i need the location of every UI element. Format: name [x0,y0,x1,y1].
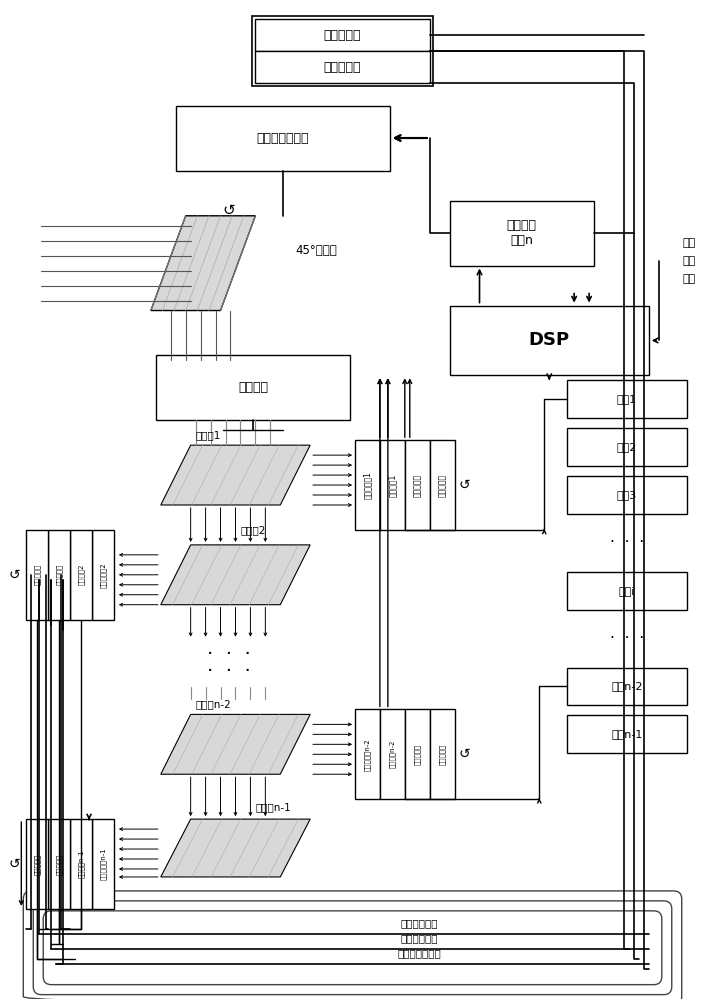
Text: 光学镜组: 光学镜组 [238,381,268,394]
Polygon shape [161,819,310,877]
Polygon shape [161,714,310,774]
Text: 成像探测器n-2: 成像探测器n-2 [364,738,370,771]
Text: 分光镜n-2: 分光镜n-2 [196,699,231,709]
Bar [449,306,649,375]
Text: 角速率陀螺: 角速率陀螺 [56,853,63,875]
Bar [429,440,454,530]
Text: 功放2: 功放2 [616,442,637,452]
Bar [567,715,687,753]
Text: 控制信号总线: 控制信号总线 [401,918,439,928]
Bar [255,19,429,51]
Bar [70,819,92,909]
Bar [48,819,70,909]
Bar [48,530,70,620]
Bar [567,428,687,466]
Text: 陀螺信号总线: 陀螺信号总线 [401,933,439,943]
Text: 伺服电机1: 伺服电机1 [388,473,397,497]
Bar [380,709,405,799]
Bar [567,380,687,418]
Text: 伺服电机n-1: 伺服电机n-1 [77,850,85,878]
Text: ·  ·  ·: · · · [610,535,644,550]
Bar [156,355,350,420]
Text: 光电编码器: 光电编码器 [438,473,447,497]
Bar [449,201,594,266]
Text: 角速率陀螺: 角速率陀螺 [414,744,421,765]
Bar [70,530,92,620]
Text: 角速率陀螺: 角速率陀螺 [56,564,63,585]
Text: 编码器信号总线: 编码器信号总线 [398,948,442,958]
Text: ↺: ↺ [9,568,20,582]
Text: 光电编码器: 光电编码器 [439,744,446,765]
Bar [26,530,48,620]
Text: 角速率陀螺: 角速率陀螺 [324,29,361,42]
Polygon shape [161,445,310,505]
Text: 分光镜2: 分光镜2 [240,525,266,535]
Bar [567,572,687,610]
Bar [252,16,433,86]
Text: 功放i: 功放i [619,586,635,596]
Text: ↺: ↺ [459,747,471,761]
Text: ↺: ↺ [459,478,471,492]
Polygon shape [151,216,255,311]
Text: 光电编码器: 光电编码器 [34,853,41,875]
Bar [567,668,687,705]
Text: 伺服电机n-2: 伺服电机n-2 [389,740,395,768]
Text: 分光镜1: 分光镜1 [196,430,221,440]
Text: 角速率陀螺: 角速率陀螺 [413,473,422,497]
Text: 成像探测器2: 成像探测器2 [100,562,107,588]
Bar [255,51,429,83]
Text: 功率放大
电路n: 功率放大 电路n [507,219,537,247]
Bar [567,476,687,514]
Text: 光电编码器: 光电编码器 [324,61,361,74]
Text: 分光镜n-1: 分光镜n-1 [255,802,291,812]
Text: 成像探测器n-1: 成像探测器n-1 [100,848,107,880]
Text: 45°扫描镜: 45°扫描镜 [295,244,337,257]
Text: ·  ·  ·: · · · [610,631,644,646]
Bar [92,819,114,909]
Text: ·  ·  ·: · · · [207,662,250,681]
Text: 功放1: 功放1 [617,394,637,404]
Polygon shape [161,545,310,605]
Text: 伺服电机2: 伺服电机2 [77,564,85,585]
Bar [405,440,429,530]
Text: 扫描
运动
指令: 扫描 运动 指令 [682,238,695,284]
Bar [429,709,454,799]
Text: 功放n-2: 功放n-2 [611,681,643,691]
Text: ·  ·  ·: · · · [207,645,250,664]
Bar [355,440,380,530]
Bar [26,819,48,909]
Bar [355,709,380,799]
Text: 扫描镜伺服电机: 扫描镜伺服电机 [257,132,309,145]
Text: 成像探测器1: 成像探测器1 [363,471,372,499]
Text: 功放3: 功放3 [617,490,637,500]
Bar [380,440,405,530]
Text: 光电编码器: 光电编码器 [34,564,41,585]
Bar [176,106,390,171]
Text: ↺: ↺ [9,857,20,871]
Text: ↺: ↺ [222,203,235,218]
Bar [92,530,114,620]
Bar [405,709,429,799]
Text: DSP: DSP [529,331,570,349]
Text: 功放n-1: 功放n-1 [611,729,643,739]
